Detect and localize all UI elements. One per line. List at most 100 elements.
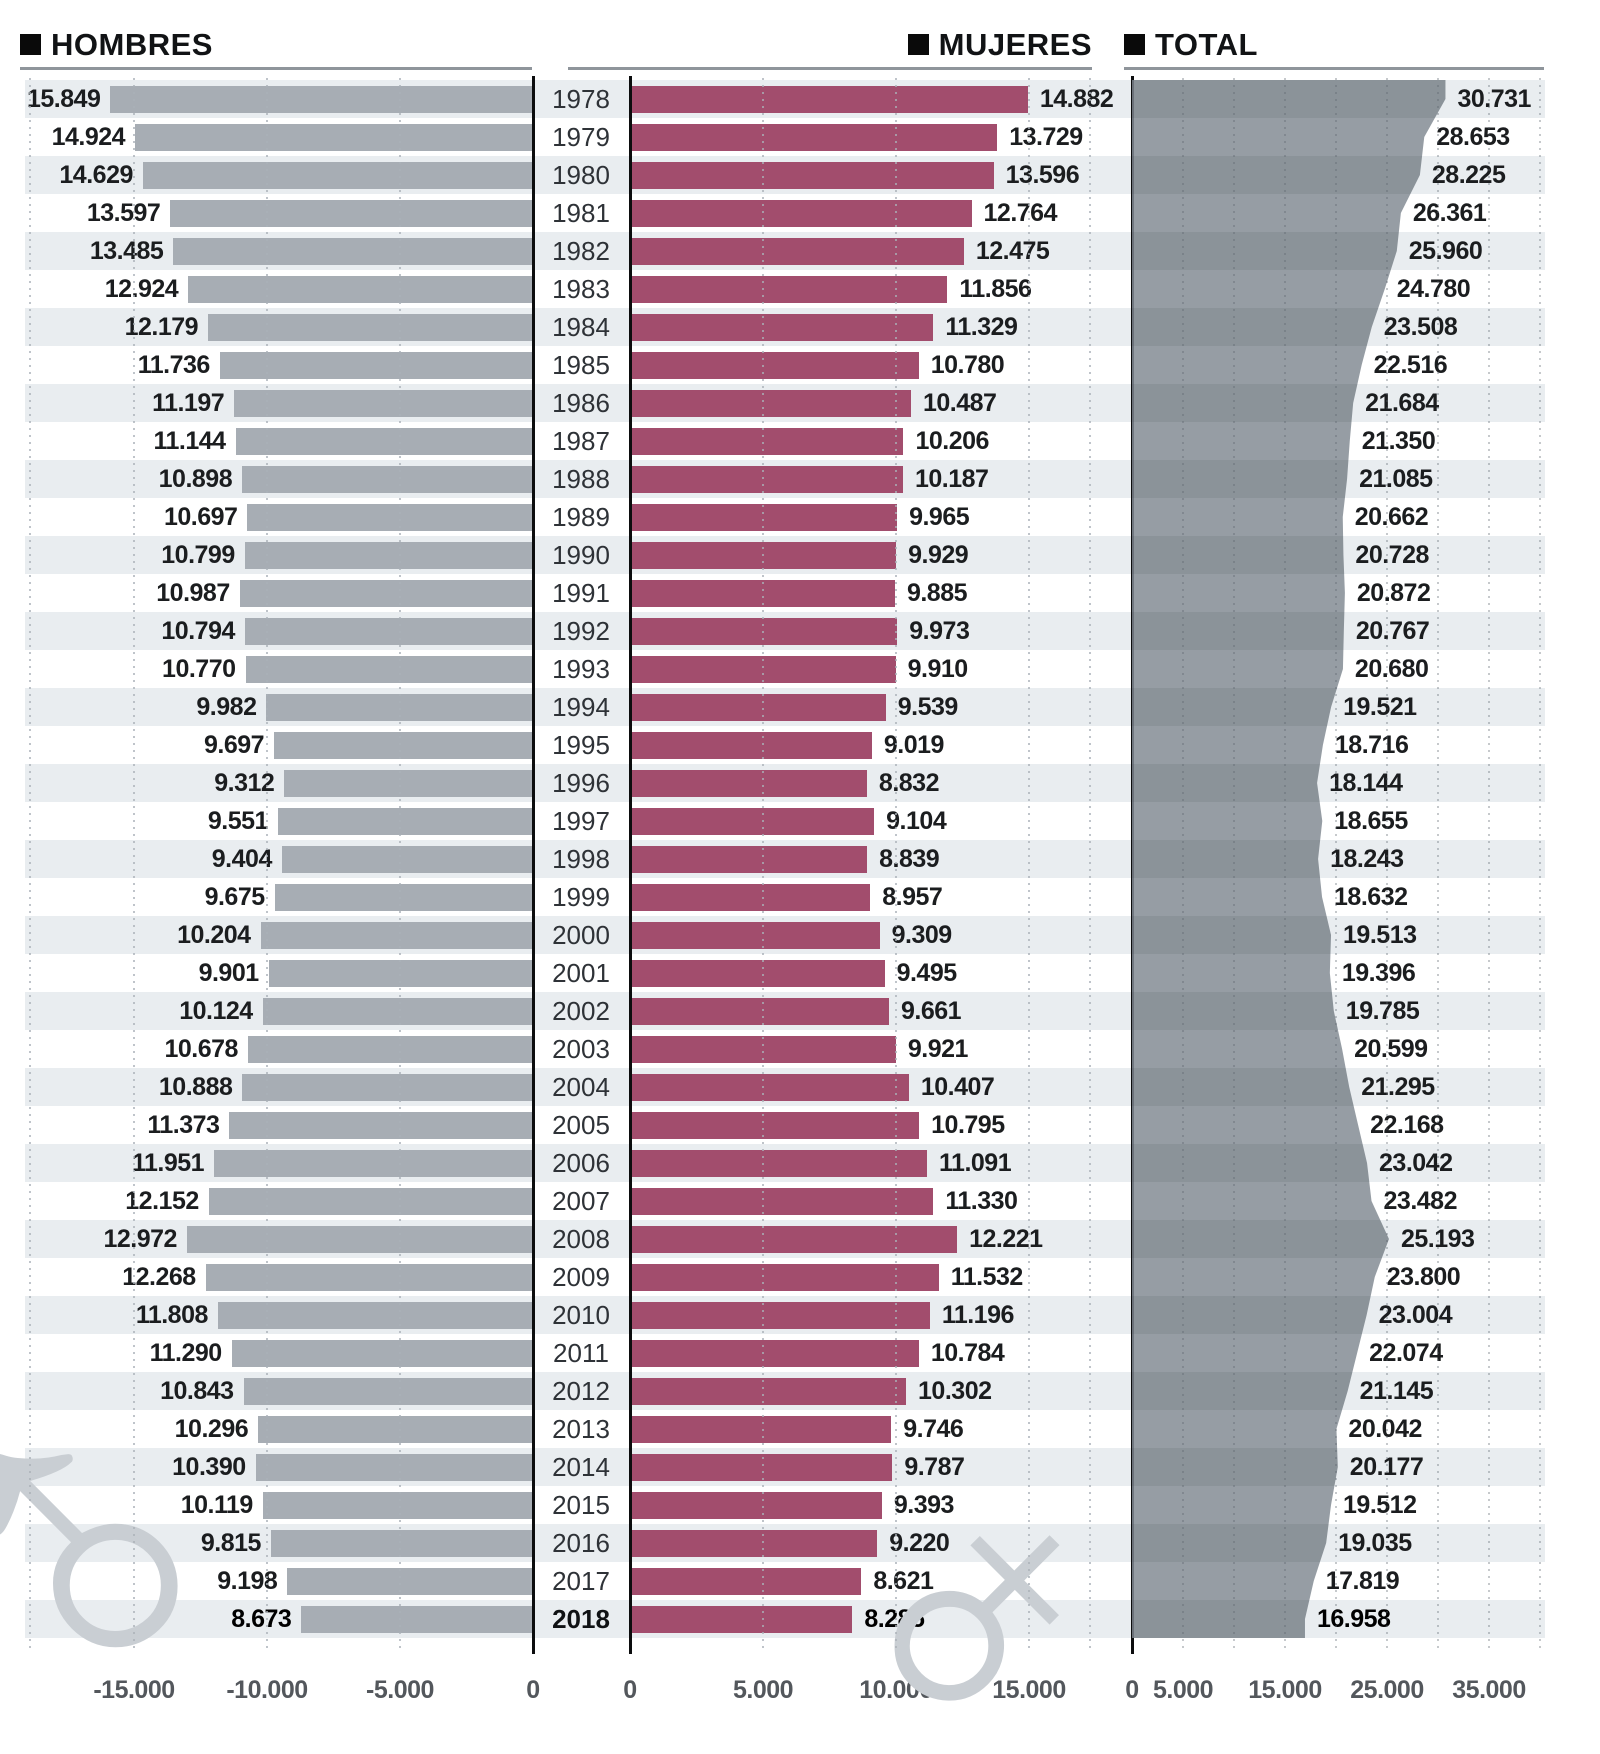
- mujeres-bar: [632, 693, 886, 721]
- year-label: 2012: [552, 1376, 610, 1406]
- hombres-bar: [244, 617, 532, 645]
- total-area: [1132, 80, 1446, 1638]
- area-band: [1132, 1068, 1446, 1106]
- hombres-bar: [219, 351, 532, 379]
- year-label: 1986: [552, 388, 610, 418]
- mujeres-swatch-icon: [907, 34, 929, 55]
- year-label: 1989: [552, 502, 610, 532]
- hombres-value-label: 11.736: [137, 351, 211, 379]
- year-label: 1978: [552, 84, 610, 114]
- hombres-value-label: 12.152: [125, 1187, 199, 1215]
- mujeres-value-label: 12.221: [969, 1225, 1043, 1253]
- mujeres-bar: [632, 199, 972, 227]
- total-value-label: 20.042: [1348, 1415, 1422, 1443]
- year-label: 1983: [552, 274, 610, 304]
- hombres-value-label: 10.794: [161, 617, 235, 645]
- mujeres-value-label: 10.795: [931, 1111, 1005, 1139]
- hombres-bar: [234, 389, 532, 417]
- hombres-bar: [173, 237, 532, 265]
- mujeres-value-label: 9.746: [903, 1415, 964, 1443]
- hombres-bar: [284, 769, 532, 797]
- mujeres-value-label: 10.302: [918, 1377, 992, 1405]
- hombres-bar: [231, 1339, 532, 1367]
- year-label: 2003: [552, 1034, 610, 1064]
- area-band: [1132, 1296, 1446, 1334]
- mujeres-bar: [632, 1339, 919, 1367]
- total-value-label: 25.193: [1400, 1225, 1475, 1253]
- axis-tick-label: -5.000: [366, 1676, 434, 1704]
- mujeres-value-label: 10.206: [915, 427, 989, 455]
- year-label: 2013: [552, 1414, 610, 1444]
- mujeres-bar: [632, 541, 897, 569]
- year-label: 1999: [552, 882, 610, 912]
- hombres-swatch-icon: [20, 34, 41, 55]
- hombres-value-label: 12.179: [124, 313, 199, 341]
- axis-tick-label: 35.000: [1452, 1676, 1526, 1704]
- hombres-bar: [235, 427, 532, 455]
- year-label: 1995: [552, 730, 610, 760]
- hombres-bar: [142, 161, 532, 189]
- hombres-value-label: 9.551: [207, 807, 269, 835]
- mujeres-value-label: 10.784: [930, 1339, 1005, 1367]
- mujeres-bar: [632, 883, 871, 911]
- hombres-bar: [281, 845, 532, 873]
- hombres-value-label: 9.982: [196, 693, 257, 721]
- hombres-value-label: 10.119: [180, 1491, 254, 1519]
- total-value-label: 20.728: [1355, 541, 1429, 569]
- year-label: 1988: [552, 464, 610, 494]
- mujeres-value-label: 9.787: [904, 1453, 965, 1481]
- total-value-label: 21.295: [1361, 1073, 1435, 1101]
- mujeres-value-label: 9.661: [900, 997, 962, 1025]
- hombres-bar: [270, 1529, 532, 1557]
- total-value-label: 20.680: [1354, 655, 1429, 683]
- mujeres-bar: [632, 807, 875, 835]
- total-value-label: 19.512: [1343, 1491, 1417, 1519]
- total-value-label: 19.513: [1343, 921, 1417, 949]
- total-value-label: 22.074: [1369, 1339, 1443, 1367]
- total-value-label: 19.785: [1345, 997, 1420, 1025]
- area-band: [1132, 308, 1446, 346]
- total-value-label: 23.800: [1386, 1263, 1461, 1291]
- mujeres-bar: [632, 85, 1028, 113]
- mujeres-value-label: 9.910: [907, 655, 969, 683]
- mujeres-value-label: 9.019: [883, 731, 945, 759]
- hombres-value-label: 12.924: [104, 275, 179, 303]
- axis-tick-label: 5.000: [732, 1676, 794, 1704]
- hombres-bar: [274, 731, 532, 759]
- year-label: 1981: [552, 198, 610, 228]
- mujeres-bar: [632, 161, 994, 189]
- hombres-value-label: 10.987: [156, 579, 230, 607]
- mujeres-value-label: 8.957: [882, 883, 943, 911]
- year-label: 1996: [552, 768, 610, 798]
- hombres-value-label: 10.888: [158, 1073, 233, 1101]
- area-band: [1132, 1524, 1446, 1562]
- mujeres-bar: [632, 1605, 853, 1633]
- area-band: [1132, 80, 1446, 118]
- hombres-value-label: 11.808: [135, 1301, 209, 1329]
- mujeres-bar: [632, 123, 998, 151]
- legend-mujeres-label: MUJERES: [938, 26, 1092, 62]
- hombres-bar: [243, 1377, 532, 1405]
- year-label: 1994: [552, 692, 610, 722]
- hombres-value-label: 11.951: [132, 1149, 205, 1177]
- year-label: 2000: [552, 920, 610, 950]
- mujeres-value-label: 13.596: [1005, 161, 1080, 189]
- hombres-bar: [260, 921, 532, 949]
- mujeres-value-label: 12.475: [975, 237, 1050, 265]
- legend-hombres: HOMBRES: [20, 22, 532, 70]
- mujeres-bar: [632, 1301, 930, 1329]
- hombres-value-label: 11.290: [149, 1339, 223, 1367]
- mujeres-value-label: 9.921: [907, 1035, 969, 1063]
- hombres-bar: [110, 85, 532, 113]
- year-label: 1993: [552, 654, 610, 684]
- year-label: 1997: [552, 806, 610, 836]
- mujeres-bar: [632, 1377, 907, 1405]
- total-value-label: 19.521: [1343, 693, 1417, 721]
- hombres-bar: [266, 693, 532, 721]
- year-label: 1998: [552, 844, 610, 874]
- mujeres-bar: [632, 1453, 893, 1481]
- mujeres-value-label: 13.729: [1009, 123, 1083, 151]
- mujeres-value-label: 9.495: [896, 959, 958, 987]
- total-value-label: 28.225: [1431, 161, 1506, 189]
